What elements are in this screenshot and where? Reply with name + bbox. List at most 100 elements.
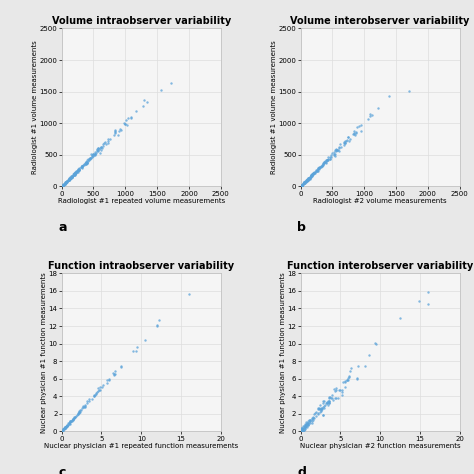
Point <box>121 120 129 128</box>
Point <box>65 176 73 183</box>
Point <box>64 419 72 427</box>
Point <box>95 386 103 394</box>
Point <box>83 156 91 164</box>
Point <box>326 155 334 162</box>
Point <box>304 418 311 425</box>
Point <box>74 166 82 173</box>
Point <box>306 416 313 424</box>
Point <box>69 173 76 180</box>
Point <box>319 399 327 407</box>
Point <box>63 178 70 185</box>
Point <box>302 421 310 429</box>
Point <box>304 174 312 182</box>
Point <box>62 423 69 430</box>
Point <box>357 128 365 135</box>
Point <box>66 174 74 182</box>
Point <box>318 162 326 170</box>
Point <box>62 179 69 187</box>
Point <box>298 425 305 433</box>
Text: a: a <box>58 221 67 234</box>
Point <box>68 174 75 182</box>
Point <box>77 406 85 414</box>
Point <box>304 176 312 184</box>
Point <box>167 79 175 87</box>
Point <box>345 137 353 145</box>
Point <box>340 138 347 146</box>
Point <box>76 408 83 415</box>
Point <box>111 129 119 137</box>
Point <box>85 155 93 163</box>
Point <box>115 127 122 135</box>
Point <box>337 140 344 147</box>
Point <box>63 178 70 186</box>
Point <box>73 168 80 175</box>
Point <box>315 405 323 412</box>
Point <box>326 155 334 163</box>
Point <box>331 152 338 159</box>
Point <box>328 150 336 157</box>
Point <box>341 139 349 146</box>
Point <box>63 178 70 186</box>
Point <box>323 156 331 164</box>
Point <box>62 424 69 431</box>
Point <box>68 173 75 180</box>
Point <box>79 162 86 169</box>
Point <box>86 155 93 162</box>
Point <box>335 144 343 152</box>
Point <box>105 375 112 383</box>
Point <box>307 174 314 182</box>
Point <box>61 179 69 187</box>
Point <box>300 180 308 187</box>
Point <box>153 321 161 328</box>
Point <box>77 163 84 171</box>
Point <box>79 164 86 171</box>
Point <box>143 99 151 106</box>
Point <box>61 179 69 187</box>
Point <box>318 163 326 170</box>
Point <box>88 151 96 159</box>
Point <box>62 178 70 186</box>
Point <box>60 426 68 433</box>
Point <box>107 135 114 143</box>
Point <box>314 165 322 173</box>
Point <box>90 151 97 159</box>
Point <box>122 116 130 124</box>
Point <box>308 415 315 422</box>
Point <box>97 383 104 391</box>
Point <box>324 401 331 409</box>
Point <box>88 152 96 159</box>
Point <box>118 126 125 134</box>
Point <box>60 181 67 189</box>
Point <box>60 425 67 432</box>
Point <box>350 130 357 137</box>
Point <box>59 181 67 189</box>
Point <box>333 146 341 154</box>
Point <box>318 405 326 412</box>
Point <box>305 174 313 182</box>
Point <box>318 162 325 170</box>
Point <box>330 150 337 157</box>
Point <box>71 170 79 177</box>
Point <box>63 422 71 430</box>
Point <box>322 156 330 164</box>
Point <box>81 159 89 167</box>
Point <box>309 171 316 178</box>
Point <box>78 162 86 170</box>
Point <box>79 162 86 170</box>
Point <box>315 165 323 173</box>
Point <box>61 180 68 187</box>
Point <box>95 145 102 152</box>
Point <box>123 121 131 128</box>
Point <box>61 423 69 430</box>
Point <box>344 376 351 383</box>
Point <box>304 176 311 183</box>
Point <box>330 151 337 159</box>
Point <box>91 151 98 158</box>
Point <box>303 419 310 427</box>
Point <box>304 174 312 182</box>
Point <box>316 163 324 171</box>
Point <box>65 176 73 184</box>
Point <box>97 144 105 151</box>
Y-axis label: Nuclear physician #1 function measurements: Nuclear physician #1 function measuremen… <box>41 272 47 433</box>
Point <box>351 131 359 139</box>
